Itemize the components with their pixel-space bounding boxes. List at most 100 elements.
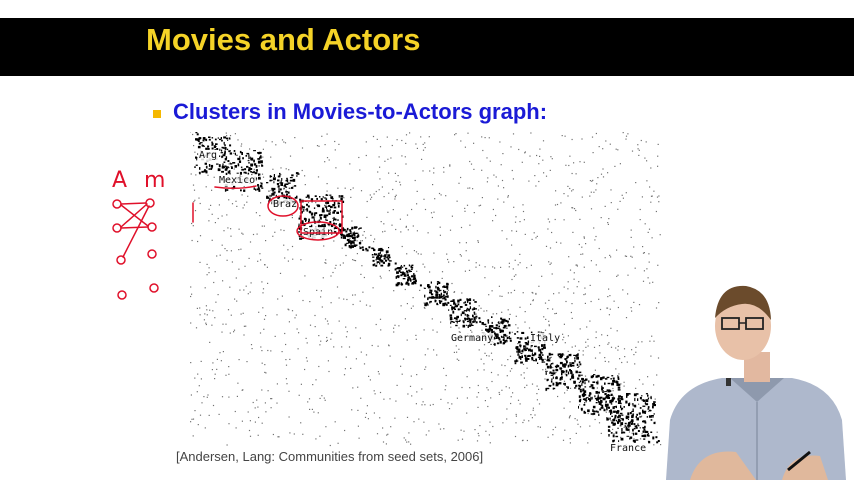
noise-dot (286, 383, 288, 385)
noise-dot (211, 369, 213, 371)
noise-dot (334, 149, 336, 151)
cluster-dot (388, 260, 392, 262)
noise-dot (247, 160, 249, 162)
cluster-dot (206, 165, 208, 169)
cluster-dot (211, 141, 213, 143)
noise-dot (571, 346, 573, 348)
noise-dot (464, 207, 466, 209)
noise-dot (625, 135, 628, 137)
cluster-dot (583, 411, 587, 414)
cluster-dot (330, 197, 334, 199)
cluster-dot (300, 211, 303, 214)
cluster-dot (335, 223, 337, 225)
noise-dot (646, 160, 648, 162)
noise-dot (376, 138, 378, 140)
noise-dot (583, 237, 585, 239)
noise-dot (279, 272, 282, 274)
noise-dot (604, 257, 606, 259)
cluster-dot (299, 198, 302, 201)
cluster-dot (523, 346, 525, 349)
diagonal-dot (271, 187, 274, 190)
cluster-dot (578, 381, 580, 384)
noise-dot (478, 435, 480, 437)
diagonal-dot (394, 262, 397, 265)
noise-dot (214, 317, 216, 319)
diagonal-dot (302, 206, 305, 209)
cluster-dot (601, 388, 604, 391)
noise-dot (378, 373, 380, 375)
noise-dot (300, 209, 302, 211)
noise-dot (511, 169, 513, 172)
noise-dot (487, 389, 489, 391)
cluster-dot (517, 352, 519, 355)
noise-dot (324, 318, 327, 320)
cluster-dot (303, 208, 305, 212)
noise-dot (613, 433, 615, 435)
noise-dot (491, 380, 493, 383)
noise-dot (319, 435, 321, 437)
noise-dot (313, 411, 315, 413)
noise-dot (658, 302, 660, 304)
noise-dot (276, 314, 278, 316)
cluster-dot (517, 360, 519, 362)
noise-dot (612, 390, 614, 392)
cluster-dot (502, 329, 504, 333)
noise-dot (630, 236, 632, 238)
cluster-dot (620, 402, 622, 405)
noise-dot (639, 219, 641, 221)
cluster-dot (223, 136, 227, 139)
cluster-dot (466, 300, 469, 303)
cluster-dot (253, 159, 255, 163)
noise-dot (433, 211, 435, 213)
cluster-dot (289, 179, 293, 182)
noise-dot (547, 218, 549, 220)
noise-dot (381, 186, 383, 188)
noise-dot (241, 143, 243, 145)
cluster-dot (644, 402, 646, 405)
diagonal-dot (430, 291, 432, 294)
diagonal-dot (524, 357, 527, 360)
diagonal-dot (419, 284, 422, 287)
noise-dot (405, 134, 408, 136)
noise-dot (334, 140, 336, 143)
cluster-dot (434, 289, 436, 292)
cluster-dot (607, 394, 610, 397)
cluster-dot (577, 353, 579, 356)
cluster-dot (400, 266, 402, 269)
noise-dot (616, 330, 618, 332)
noise-dot (211, 239, 213, 241)
cluster-dot (628, 403, 630, 407)
noise-dot (594, 239, 596, 241)
noise-dot (599, 352, 601, 354)
noise-dot (523, 419, 525, 421)
cluster-dot (427, 303, 429, 306)
cluster-dot (223, 161, 226, 163)
cluster-dot (604, 382, 606, 385)
noise-dot (612, 395, 614, 397)
noise-dot (483, 363, 485, 365)
noise-dot (610, 256, 612, 258)
cluster-dot (436, 302, 438, 306)
noise-dot (592, 152, 594, 154)
noise-dot (542, 369, 544, 371)
cluster-dot (541, 361, 544, 363)
noise-dot (201, 144, 203, 146)
cluster-dot (407, 278, 409, 282)
cluster-dot (611, 375, 614, 377)
noise-dot (433, 252, 435, 254)
noise-dot (481, 329, 483, 331)
ink-edge-1 (120, 202, 147, 205)
noise-dot (548, 221, 551, 223)
diagonal-dot (630, 423, 633, 425)
noise-dot (518, 354, 520, 356)
noise-dot (448, 408, 451, 410)
cluster-dot (569, 369, 571, 372)
noise-dot (355, 358, 357, 360)
noise-dot (589, 195, 591, 197)
cluster-dot (286, 177, 288, 180)
ink-letter-m: m (144, 168, 165, 193)
noise-dot (553, 293, 555, 295)
noise-dot (242, 233, 244, 235)
noise-dot (616, 275, 618, 277)
cluster-dot (579, 398, 582, 401)
